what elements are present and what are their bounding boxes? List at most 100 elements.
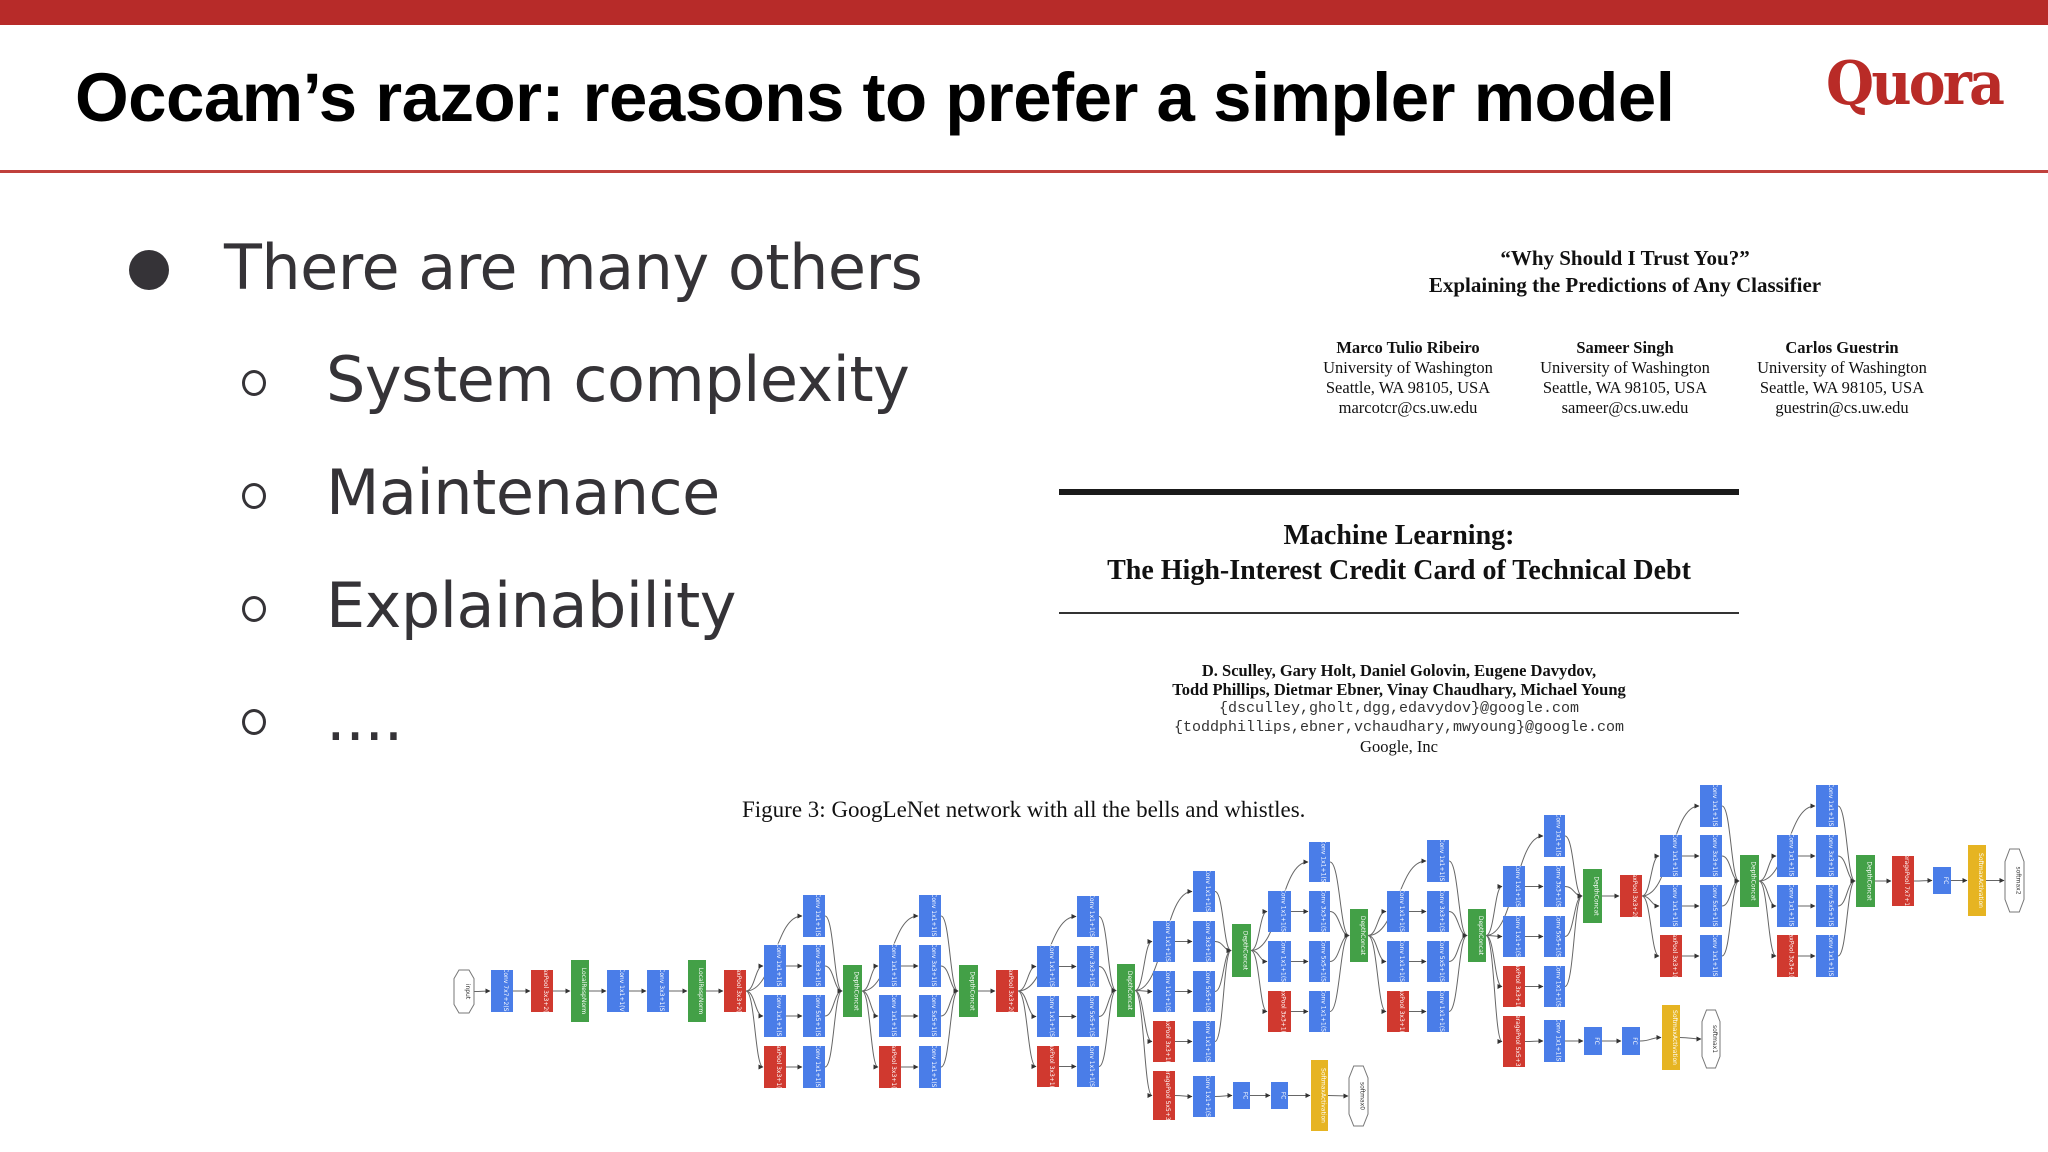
svg-text:Conv 1x1+1(S): Conv 1x1+1(S) [1671,833,1678,879]
diagram-node-concat: LocalRespNorm [688,960,706,1022]
svg-text:Conv 1x1+1(S): Conv 1x1+1(S) [1398,939,1405,985]
lime-author-list: Marco Tulio Ribeiro University of Washin… [1300,338,1950,418]
diagram-node-concat: LocalRespNorm [571,960,589,1022]
diagram-node-conv: Conv 1x1+1(S) [1193,869,1215,914]
diagram-edge-arrow [1485,935,1503,1044]
svg-text:Conv 1x1+1(S): Conv 1x1+1(S) [1204,1074,1211,1120]
diagram-node-conv: FC [1622,1027,1640,1055]
author-email: guestrin@cs.uw.edu [1775,398,1909,417]
svg-text:MaxPool 3x3+1(S): MaxPool 3x3+1(S) [1398,984,1405,1039]
diagram-node-conv: Conv 7x7+2(S) [491,968,513,1014]
svg-text:MaxPool 3x3+1(S): MaxPool 3x3+1(S) [1164,1014,1171,1069]
svg-text:FC: FC [1942,877,1949,885]
svg-text:Conv 1x1+1(S): Conv 1x1+1(S) [1398,889,1405,935]
svg-text:Conv 5x5+1(S): Conv 5x5+1(S) [1320,939,1327,985]
diagram-edge-arrow [1758,880,1777,909]
diagram-edge-arrow [1641,895,1660,959]
diagram-node-softmax: SoftmaxActivation [1662,1005,1680,1070]
diagram-edge-arrow [1329,933,1350,1012]
svg-text:MaxPool 3x3+2(S): MaxPool 3x3+2(S) [1007,963,1014,1018]
author-emails-line1: {dsculley,gholt,dgg,edavydov}@google.com [1218,700,1580,717]
diagram-node-conv: FC [1233,1082,1250,1109]
author-address: Seattle, WA 98105, USA [1325,378,1491,397]
diagram-node-concat: DepthConcat [1583,869,1602,923]
diagram-node-concat: DepthConcat [1856,855,1875,907]
svg-text:softmax1: softmax1 [1711,1025,1718,1053]
diagram-edge-arrow [1485,884,1503,936]
diagram-node-pool: MaxPool 3x3+2(S) [531,963,553,1019]
author-names-line2: Todd Phillips, Dietmar Ebner, Vinay Chau… [1172,680,1626,699]
diagram-node-conv: FC [1584,1027,1602,1055]
diagram-node-conv: Conv 1x1+1(S) [1193,1074,1215,1120]
diagram-node-pool: MaxPool 3x3+1(S) [1153,1014,1175,1069]
diagram-node-conv: Conv 5x5+1(S) [1544,914,1565,959]
diagram-edge-arrow [1098,916,1117,993]
svg-text:DepthConcat: DepthConcat [1593,876,1600,916]
title-divider [0,170,2048,173]
diagram-edge-arrow [1367,935,1387,1014]
svg-text:Conv 5x5+1(S): Conv 5x5+1(S) [1204,969,1211,1015]
author-name: Sameer Singh [1576,338,1674,357]
diagram-node-conv: Conv 3x3+1(S) [919,943,941,989]
svg-text:DepthConcat: DepthConcat [969,971,976,1011]
svg-text:FC: FC [1631,1037,1638,1045]
diagram-node-conv: Conv 1x1+1(S) [1077,894,1099,939]
diagram-node-pool: MaxPool 3x3+1(S) [1037,1039,1059,1094]
diagram-node-pool: AveragePool 5x5+3(V) [1503,1008,1525,1075]
svg-text:Conv 1x1+1(S): Conv 1x1+1(S) [1438,838,1445,884]
paper-bottom-rule [1059,612,1739,614]
diagram-edge-arrow [1837,805,1856,884]
svg-text:MaxPool 3x3+1(S): MaxPool 3x3+1(S) [1788,928,1795,983]
diagram-edge-arrow [1250,909,1268,951]
diagram-node-conv: Conv 1x1+1(S) [1193,1019,1215,1064]
svg-text:softmax0: softmax0 [1359,1082,1366,1110]
diagram-edge-arrow [1367,935,1387,964]
diagram-node-conv: Conv 1x1+1(S) [764,993,786,1039]
diagram-node-pool: MaxPool 3x3+1(S) [764,1039,786,1095]
svg-text:DepthConcat: DepthConcat [1126,971,1133,1011]
author-email: marcotcr@cs.uw.edu [1338,398,1478,417]
svg-text:MaxPool 3x3+1(S): MaxPool 3x3+1(S) [775,1039,782,1094]
paper-top-rule [1059,489,1739,495]
svg-text:DepthConcat: DepthConcat [1477,916,1484,956]
diagram-node-pool: MaxPool 3x3+1(S) [879,1039,901,1095]
diagram-node-conv: Conv 5x5+1(S) [803,993,825,1039]
diagram-edge-arrow [1098,988,1117,1067]
diagram-node-conv: Conv 1x1+1(S) [1660,833,1682,879]
diagram-node-conv: Conv 1x1+1(S) [1268,889,1291,934]
diagram-node-conv: Conv 1x1+1(S) [1309,989,1330,1035]
svg-text:input: input [464,984,471,1000]
lime-author: Marco Tulio Ribeiro University of Washin… [1300,338,1516,418]
diagram-node-softmax: SoftmaxActivation [1968,845,1986,916]
svg-text:Conv 1x1+1(S): Conv 1x1+1(S) [1320,989,1327,1035]
diagram-node-concat: DepthConcat [959,965,978,1017]
diagram-node-conv: Conv 5x5+1(S) [1427,939,1449,984]
diagram-node-conv: Conv 1x1+1(S) [1309,839,1330,885]
diagram-node-hex: softmax0 [1348,1065,1369,1127]
diagram-node-hex: softmax2 [2004,848,2025,913]
author-names-line1: D. Sculley, Gary Holt, Daniel Golovin, E… [1201,661,1597,680]
svg-text:Conv 3x3+1(S): Conv 3x3+1(S) [1088,944,1095,990]
diagram-nodes: input Conv 7x7+2(S) MaxPool 3x3+2(S) LocalR… [453,783,2025,1131]
diagram-edge-arrow [1329,861,1350,938]
diagram-node-conv: Conv 1x1+1(S) [1427,989,1449,1034]
diagram-edge-arrow [1134,990,1153,1098]
svg-text:Conv 1x1+1(S): Conv 1x1+1(S) [814,1044,821,1090]
diagram-edge-arrow [745,963,764,992]
svg-text:softmax2: softmax2 [2015,866,2022,894]
diagram-node-conv: Conv 1x1+1(S) [1427,838,1449,884]
tech-debt-title: Machine Learning: The High-Interest Cred… [1059,518,1739,588]
tech-debt-title-line1: Machine Learning: [1283,520,1515,551]
diagram-node-conv: Conv 3x3+1(S) [1816,833,1838,879]
diagram-edge-arrow [940,915,959,994]
svg-text:Conv 1x1+1(S): Conv 1x1+1(S) [1671,883,1678,929]
svg-text:Conv 1x1+1(S): Conv 1x1+1(S) [890,993,897,1039]
svg-text:Conv 5x5+1(S): Conv 5x5+1(S) [1088,994,1095,1040]
diagram-node-conv: Conv 5x5+1(S) [1700,883,1722,929]
diagram-edge-arrow [824,988,843,1068]
diagram-edge-arrow [1174,1093,1193,1099]
filled-bullet-icon [129,250,169,290]
diagram-node-conv: Conv 3x3+1(S) [1193,919,1215,964]
svg-text:Conv 3x3+1(S): Conv 3x3+1(S) [1555,864,1562,910]
